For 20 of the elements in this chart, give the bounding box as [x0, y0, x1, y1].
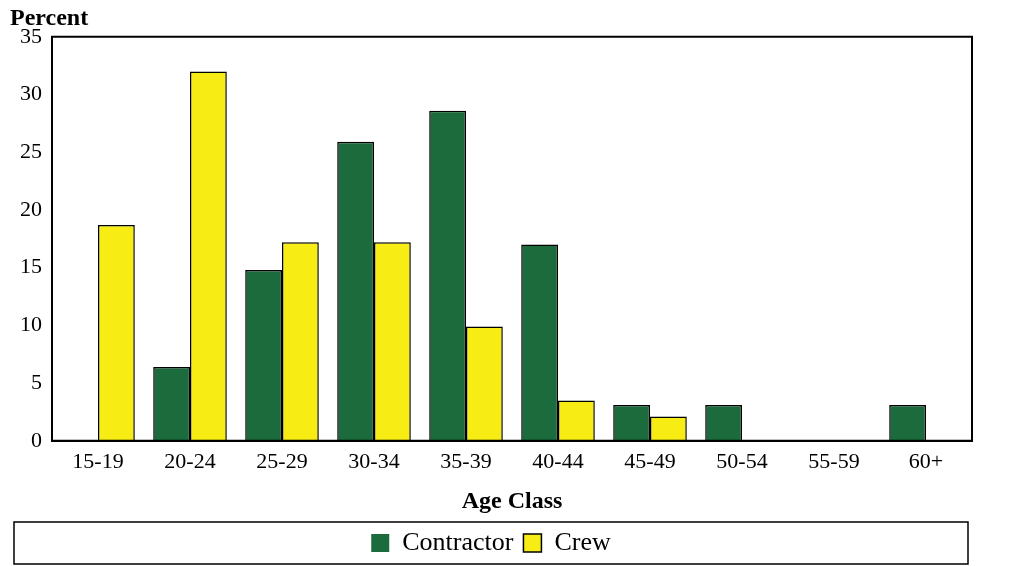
- x-tick-label: 45-49: [624, 447, 676, 473]
- x-tick-label: 20-24: [164, 447, 216, 473]
- x-tick-label: 15-19: [72, 447, 124, 473]
- x-axis-title: Age Class: [461, 486, 563, 513]
- y-tick-label: 0: [31, 426, 42, 452]
- y-tick-label: 30: [20, 80, 42, 106]
- legend-label: Contractor: [402, 526, 514, 556]
- y-tick-label: 15: [20, 253, 42, 279]
- y-tick-label: 10: [20, 311, 42, 337]
- y-tick-label: 5: [31, 368, 42, 394]
- legend-label: Crew: [554, 526, 611, 556]
- y-tick-label: 20: [20, 195, 42, 221]
- x-tick-label: 50-54: [716, 447, 768, 473]
- x-tick-label: 30-34: [348, 447, 400, 473]
- x-tick-label: 25-29: [256, 447, 308, 473]
- x-tick-label: 55-59: [808, 447, 860, 473]
- x-tick-label: 40-44: [532, 447, 584, 473]
- x-tick-label: 35-39: [440, 447, 492, 473]
- x-tick-label: 60+: [908, 447, 944, 473]
- y-tick-label: 25: [20, 138, 42, 164]
